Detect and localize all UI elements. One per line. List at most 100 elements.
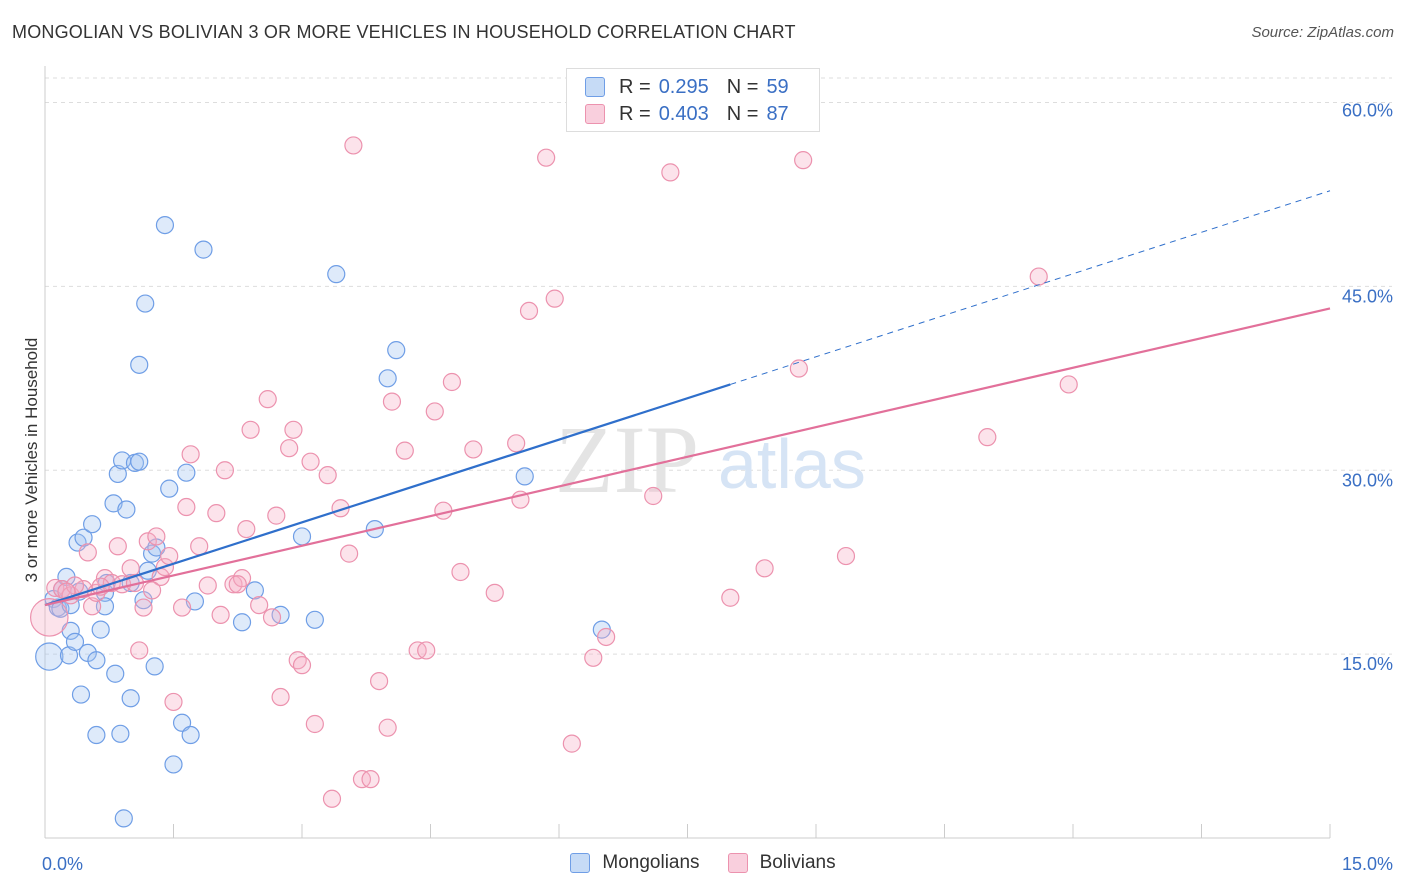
point-bolivians [789, 359, 808, 378]
point-bolivians [207, 504, 226, 523]
data-points [29, 136, 1078, 828]
point-bolivians [519, 301, 539, 321]
trend-line-mongolians [44, 383, 731, 607]
point-mongolians [114, 809, 133, 828]
point-mongolians [292, 527, 312, 546]
point-bolivians [172, 598, 192, 617]
trend-line-bolivians [44, 307, 1331, 607]
point-bolivians [755, 559, 774, 578]
point-bolivians [181, 445, 200, 464]
chart-title: MONGOLIAN VS BOLIVIAN 3 OR MORE VEHICLES… [12, 22, 796, 42]
point-bolivians [164, 692, 183, 712]
point-bolivians [417, 641, 436, 660]
point-bolivians [177, 497, 196, 517]
point-mongolians [83, 515, 102, 534]
point-bolivians [292, 656, 312, 675]
point-bolivians [83, 597, 102, 616]
point-bolivians [644, 486, 663, 506]
gridlines [45, 77, 1392, 655]
r-label: R = [619, 102, 651, 125]
point-mongolians [130, 355, 149, 374]
point-bolivians [301, 452, 320, 471]
point-bolivians [250, 595, 269, 615]
point-mongolians [111, 724, 130, 743]
point-mongolians [232, 613, 252, 632]
r-value: 0.403 [658, 102, 709, 125]
point-bolivians [661, 163, 680, 182]
point-bolivians [344, 136, 363, 155]
point-mongolians [194, 240, 213, 259]
point-bolivians [271, 687, 290, 707]
series-legend: Mongolians Bolivians [0, 852, 1406, 874]
point-bolivians [562, 734, 581, 753]
point-bolivians [147, 527, 166, 546]
point-bolivians [142, 581, 162, 600]
y-tick-label: 45.0% [1342, 286, 1393, 306]
point-mongolians [108, 464, 127, 484]
point-bolivians [284, 420, 303, 439]
point-mongolians [130, 452, 149, 471]
point-bolivians [836, 546, 856, 566]
point-bolivians [237, 519, 256, 539]
point-bolivians [267, 506, 286, 525]
point-bolivians [108, 537, 127, 556]
point-bolivians [382, 392, 402, 411]
point-bolivians [545, 289, 564, 308]
point-bolivians [318, 466, 337, 485]
point-mongolians [106, 664, 125, 683]
source-label: Source: ZipAtlas.com [1251, 24, 1394, 41]
point-bolivians [425, 402, 444, 421]
point-mongolians [136, 294, 155, 313]
point-mongolians [74, 528, 93, 547]
y-tick-label: 15.0% [1342, 654, 1393, 674]
point-bolivians [978, 428, 997, 447]
point-bolivians [507, 434, 526, 453]
point-bolivians [190, 537, 209, 556]
point-mongolians [177, 463, 196, 482]
legend-label-mongolians: Mongolians [602, 852, 700, 873]
trend-line-mongolians-extension [730, 190, 1331, 385]
point-mongolians [515, 467, 534, 486]
point-mongolians [145, 657, 164, 676]
point-bolivians [322, 789, 342, 808]
point-mongolians [87, 651, 106, 670]
point-bolivians [485, 583, 504, 602]
legend-label-bolivians: Bolivians [759, 852, 836, 873]
legend-swatch-mongolians [585, 77, 605, 97]
stats-legend: R = 0.295 N = 59 R = 0.403 N = 87 [566, 68, 820, 132]
point-mongolians [378, 369, 397, 388]
legend-item-bolivians[interactable]: Bolivians [727, 852, 836, 874]
point-bolivians [451, 562, 470, 582]
point-bolivians [584, 648, 603, 667]
point-bolivians [160, 546, 179, 566]
point-mongolians [305, 610, 324, 629]
legend-swatch-mongolians [570, 853, 591, 873]
point-mongolians [117, 500, 136, 519]
point-bolivians [442, 372, 462, 392]
point-mongolians [155, 215, 175, 235]
point-mongolians [164, 755, 183, 774]
point-bolivians [262, 608, 282, 627]
point-bolivians [46, 578, 65, 598]
trend-lines [44, 190, 1331, 607]
point-bolivians [211, 605, 230, 625]
point-mongolians [160, 479, 179, 498]
point-mongolians [121, 689, 140, 708]
legend-swatch-bolivians [727, 853, 748, 873]
point-bolivians [361, 770, 380, 789]
point-bolivians [305, 714, 324, 734]
y-tick-label: 60.0% [1342, 101, 1393, 121]
point-bolivians [241, 420, 260, 439]
n-value: 59 [766, 75, 789, 98]
point-mongolians [327, 265, 346, 284]
n-label: N = [726, 75, 759, 98]
point-bolivians [280, 439, 299, 458]
point-bolivians [794, 151, 813, 170]
y-axis-label: 3 or more Vehicles in Household [22, 337, 41, 583]
legend-row-mongolians: R = 0.295 N = 59 [585, 75, 807, 99]
legend-item-mongolians[interactable]: Mongolians [570, 852, 700, 874]
point-bolivians [130, 641, 149, 660]
point-bolivians [370, 671, 389, 691]
y-tick-label: 30.0% [1342, 470, 1393, 490]
